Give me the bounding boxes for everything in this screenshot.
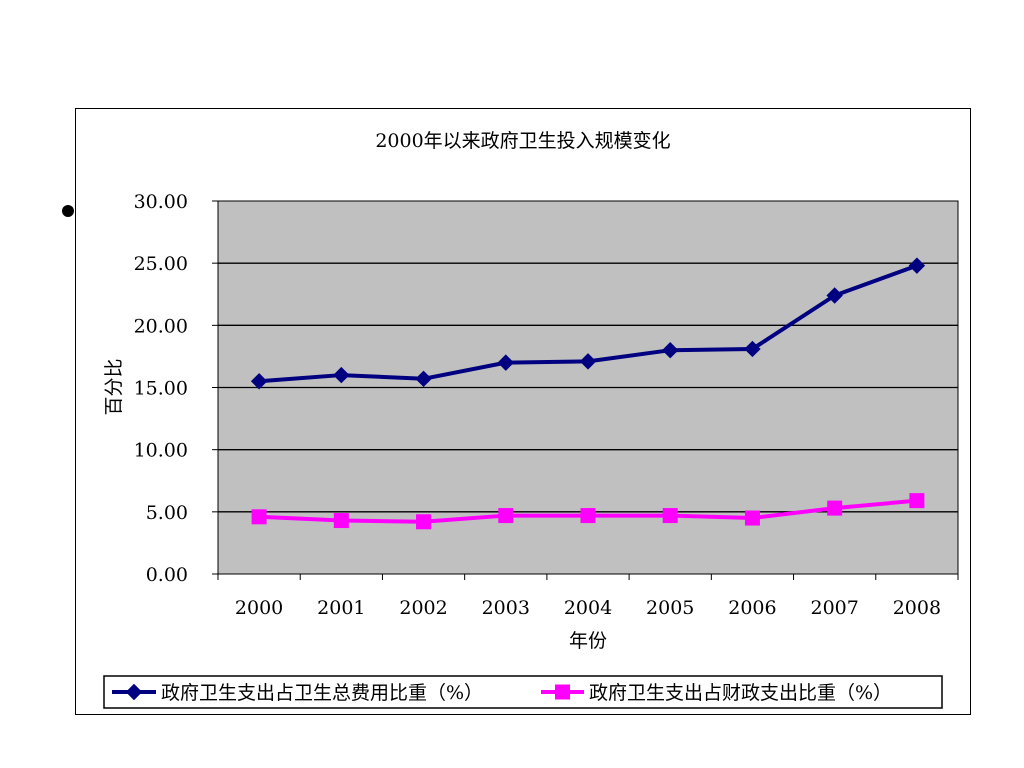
y-tick-label: 5.00	[146, 502, 188, 524]
bullet-point	[62, 205, 74, 217]
x-tick-label: 2001	[317, 597, 365, 619]
data-point-diamond	[333, 366, 350, 384]
legend	[103, 675, 943, 709]
legend-label-2: 政府卫生支出占财政支出比重（%）	[589, 682, 892, 704]
x-tick-label: 2007	[810, 597, 858, 619]
data-point-diamond	[662, 341, 679, 359]
y-tick-label: 0.00	[146, 564, 188, 586]
data-point-diamond	[908, 257, 926, 274]
chart-title: 2000年以来政府卫生投入规模变化	[375, 130, 670, 152]
legend-label-1: 政府卫生支出占卫生总费用比重（%）	[161, 682, 483, 704]
x-tick-label: 2005	[646, 597, 694, 619]
y-tick-label: 25.00	[134, 253, 188, 275]
data-point-square	[333, 513, 349, 529]
data-point-diamond	[250, 373, 268, 390]
x-axis-label: 年份	[569, 630, 607, 652]
x-tick-label: 2006	[728, 597, 776, 619]
legend-marker-square	[555, 684, 570, 700]
x-tick-label: 2003	[482, 597, 530, 619]
data-point-square	[580, 508, 596, 524]
x-tick-label: 2000	[235, 597, 283, 619]
data-point-square	[827, 500, 843, 516]
data-point-diamond	[415, 370, 432, 388]
data-point-diamond	[579, 353, 597, 370]
data-point-square	[909, 493, 925, 509]
data-point-diamond	[826, 287, 843, 304]
y-tick-label: 10.00	[134, 440, 188, 462]
legend-marker-diamond	[125, 683, 143, 701]
x-tick-label: 2008	[893, 597, 941, 619]
x-tick-label: 2004	[564, 597, 612, 619]
y-tick-label: 20.00	[134, 315, 188, 337]
y-tick-label: 30.00	[134, 191, 188, 213]
y-tick-label: 15.00	[134, 378, 188, 400]
x-tick-label: 2002	[399, 597, 447, 619]
data-point-square	[416, 514, 432, 530]
y-axis-label: 百分比	[103, 358, 125, 415]
data-point-diamond	[744, 340, 761, 358]
data-point-square	[251, 509, 267, 525]
data-point-square	[744, 510, 760, 526]
data-point-square	[498, 508, 514, 524]
data-point-square	[662, 508, 678, 524]
data-point-diamond	[497, 354, 514, 371]
